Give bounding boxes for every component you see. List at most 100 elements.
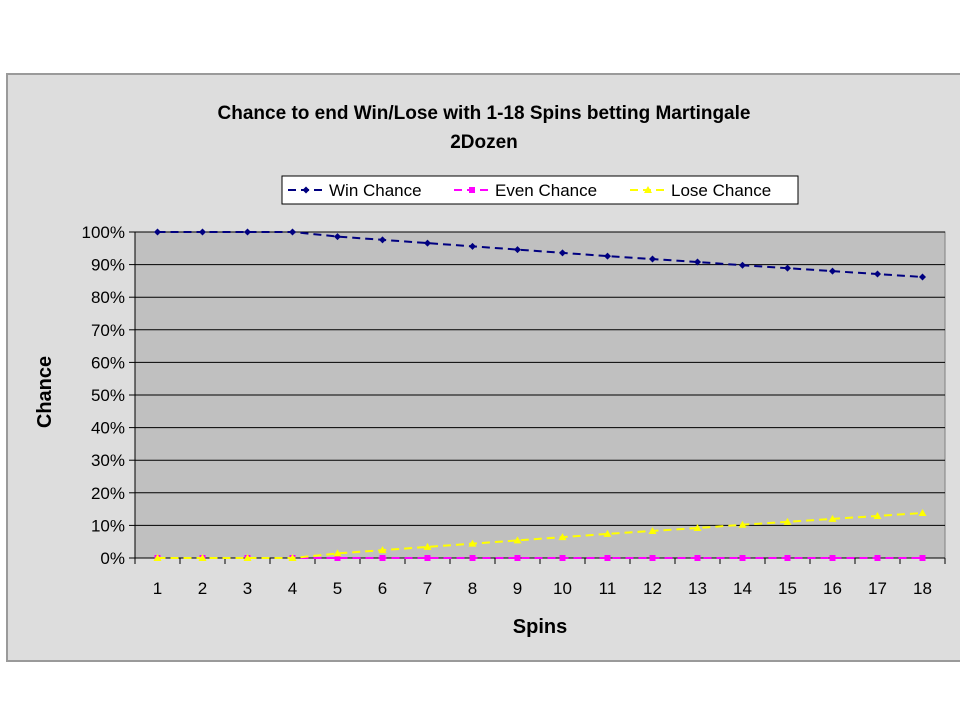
data-point-even-chance: [604, 555, 611, 561]
x-axis-tick-labels: 1 2 3 4 5 6 7 8 9 10 11 12 13 14 15 16 17 18: [153, 579, 932, 598]
data-point-win-chance: [424, 239, 431, 247]
x-tick-label: 9: [513, 579, 522, 598]
y-axis-tick-labels: 0% 10% 20% 30% 40% 50% 60% 70% 80% 90% 100%: [82, 223, 125, 568]
data-point-lose-chance: [423, 542, 432, 550]
x-tick-label: 2: [198, 579, 207, 598]
series-lose-chance: [153, 509, 927, 561]
y-tick-label: 100%: [82, 223, 125, 242]
legend-item-lose-chance: Lose Chance: [630, 181, 771, 200]
x-tick-label: 10: [553, 579, 572, 598]
data-point-lose-chance: [198, 554, 207, 561]
legend-marker: [644, 186, 652, 193]
y-tick-label: 80%: [91, 288, 125, 307]
data-point-win-chance: [154, 228, 161, 236]
x-tick-label: 13: [688, 579, 707, 598]
series-layer: [153, 228, 927, 561]
data-point-win-chance: [739, 261, 746, 269]
data-point-win-chance: [334, 233, 341, 241]
y-tick-label: 20%: [91, 484, 125, 503]
data-point-lose-chance: [648, 526, 657, 534]
legend-label: Win Chance: [329, 181, 422, 200]
data-point-lose-chance: [468, 539, 477, 547]
data-point-even-chance: [334, 555, 341, 561]
y-tick-label: 10%: [91, 516, 125, 535]
x-tick-label: 3: [243, 579, 252, 598]
x-tick-label: 8: [468, 579, 477, 598]
series-line-lose-chance: [157, 512, 923, 559]
x-axis-title: Spins: [513, 616, 567, 638]
legend-marker: [302, 186, 310, 194]
legend-marker: [469, 187, 475, 193]
data-point-win-chance: [694, 258, 701, 266]
data-point-lose-chance: [333, 549, 342, 557]
chart-title-line-2: 2Dozen: [450, 132, 518, 153]
data-point-win-chance: [604, 252, 611, 260]
y-axis-title: Chance: [34, 356, 56, 428]
data-point-lose-chance: [603, 529, 612, 537]
data-point-even-chance: [469, 555, 476, 561]
data-point-lose-chance: [738, 520, 747, 528]
legend-box: [281, 175, 799, 205]
series-win-chance: [154, 228, 926, 281]
y-tick-label: 40%: [91, 419, 125, 438]
data-point-win-chance: [379, 236, 386, 244]
data-point-win-chance: [289, 228, 296, 236]
x-tick-label: 14: [733, 579, 752, 598]
data-point-lose-chance: [558, 533, 567, 541]
legend-item-even-chance: Even Chance: [454, 181, 597, 200]
y-tick-label: 30%: [91, 451, 125, 470]
data-point-win-chance: [559, 249, 566, 257]
data-point-win-chance: [469, 242, 476, 250]
data-point-even-chance: [649, 555, 656, 561]
data-point-lose-chance: [153, 554, 162, 561]
legend-label: Even Chance: [495, 181, 597, 200]
data-point-even-chance: [694, 555, 701, 561]
data-point-even-chance: [514, 555, 521, 561]
y-tick-label: 70%: [91, 321, 125, 340]
x-tick-label: 4: [288, 579, 297, 598]
series-line-win-chance: [157, 231, 923, 278]
data-point-lose-chance: [783, 517, 792, 525]
x-tick-label: 6: [378, 579, 387, 598]
x-tick-label: 15: [778, 579, 797, 598]
data-point-lose-chance: [243, 554, 252, 561]
x-tick-label: 16: [823, 579, 842, 598]
data-point-lose-chance: [288, 554, 297, 561]
y-tick-label: 0%: [100, 549, 125, 568]
data-point-win-chance: [244, 228, 251, 236]
data-point-win-chance: [829, 267, 836, 275]
data-point-win-chance: [874, 270, 881, 278]
y-tick-label: 60%: [91, 353, 125, 372]
data-point-even-chance: [919, 555, 926, 561]
data-point-lose-chance: [693, 524, 702, 532]
data-point-even-chance: [559, 555, 566, 561]
data-point-win-chance: [514, 246, 521, 254]
data-point-lose-chance: [918, 509, 927, 517]
data-point-even-chance: [424, 555, 431, 561]
x-tick-label: 5: [333, 579, 342, 598]
y-tick-label: 90%: [91, 256, 125, 275]
data-point-win-chance: [649, 255, 656, 263]
chart-title-line-1: Chance to end Win/Lose with 1-18 Spins b…: [218, 103, 751, 124]
x-tick-label: 1: [153, 579, 162, 598]
data-point-lose-chance: [378, 546, 387, 554]
data-point-even-chance: [829, 555, 836, 561]
data-point-even-chance: [874, 555, 881, 561]
legend-label: Lose Chance: [671, 181, 771, 200]
data-point-win-chance: [784, 264, 791, 272]
data-point-even-chance: [379, 555, 386, 561]
x-tick-label: 11: [599, 579, 617, 598]
x-tick-label: 17: [868, 579, 887, 598]
data-point-even-chance: [739, 555, 746, 561]
data-point-lose-chance: [873, 511, 882, 519]
data-point-lose-chance: [513, 536, 522, 544]
data-point-lose-chance: [828, 514, 837, 522]
legend-item-win-chance: Win Chance: [288, 181, 422, 200]
data-point-win-chance: [919, 273, 926, 281]
x-tick-label: 12: [643, 579, 662, 598]
chart-legend: Win Chance Even Chance Lose Chance: [281, 175, 799, 205]
x-tick-label: 18: [913, 579, 932, 598]
y-tick-label: 50%: [91, 386, 125, 405]
data-point-even-chance: [784, 555, 791, 561]
